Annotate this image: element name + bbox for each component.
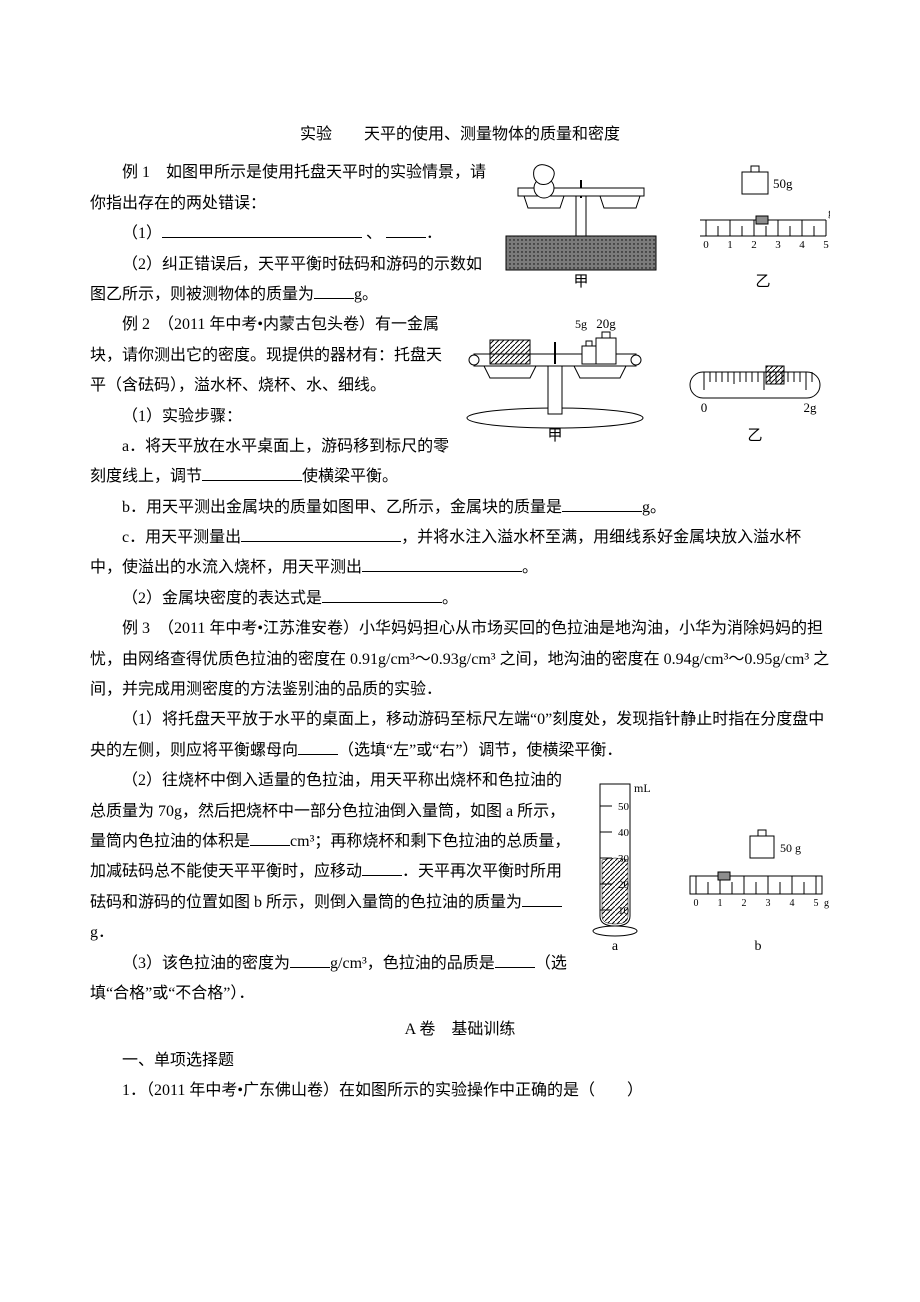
figure-ex1: 甲 50g g xyxy=(500,158,830,288)
ex2-s2b: 。 xyxy=(442,590,458,607)
fig3-30: 30 xyxy=(618,853,630,865)
fig3-t4: 4 xyxy=(790,898,795,909)
fig1-cap-yi: 乙 xyxy=(755,274,770,288)
fig-ex2-svg: 20g 5g 甲 xyxy=(460,314,830,444)
blank xyxy=(386,221,426,238)
figure-ex3: mL 50 40 30 20 10 a 50 g xyxy=(580,766,830,956)
blank xyxy=(522,890,562,907)
figure-ex2: 20g 5g 甲 xyxy=(460,314,830,444)
ex2-s2: （2）金属块密度的表达式是 。 xyxy=(90,584,830,614)
ex2-b1: b．用天平测出金属块的质量如图甲、乙所示，金属块的质量是 xyxy=(122,499,562,516)
blank xyxy=(362,859,402,876)
blank xyxy=(495,951,535,968)
fig2-cap-jia: 甲 xyxy=(547,428,562,444)
ex3-p1: （1）将托盘天平放于水平的桌面上，移动游码至标尺左端“0”刻度处，发现指针静止时… xyxy=(90,705,830,766)
ex3-lead: 例 3 （2011 年中考•江苏淮安卷）小华妈妈担心从市场买回的色拉油是地沟油，… xyxy=(90,614,830,705)
fig3-t0: 0 xyxy=(694,898,699,909)
ex3-p1b: （选填“左”或“右”）调节，使横梁平衡． xyxy=(338,742,622,759)
ex1-q1-a: （1） xyxy=(122,225,162,242)
fig3-t2: 2 xyxy=(742,898,747,909)
ex3-p2d: g． xyxy=(90,924,114,941)
fig-ex1-svg: 甲 50g g xyxy=(500,158,830,288)
q1: 1．（2011 年中考•广东佛山卷）在如图所示的实验操作中正确的是（ ） xyxy=(90,1076,830,1106)
fig2-cap-yi: 乙 xyxy=(747,428,762,444)
ex3-p3a: （3）该色拉油的密度为 xyxy=(122,955,290,972)
blank xyxy=(322,586,442,603)
blank xyxy=(314,282,354,299)
blank xyxy=(250,829,290,846)
blank xyxy=(162,221,362,238)
fig3-w50: 50 g xyxy=(780,841,801,855)
fig3-t1: 1 xyxy=(718,898,723,909)
ex2-a2: 使横梁平衡。 xyxy=(302,468,398,485)
fig1-t1: 1 xyxy=(727,239,733,251)
fig3-t5: 5 xyxy=(814,898,819,909)
ex2-c: c．用天平测量出，并将水注入溢水杯至满，用细线系好金属块放入溢水杯中，使溢出的水… xyxy=(90,523,830,584)
fig1-t5: 5 xyxy=(823,239,829,251)
fig3-cap-a: a xyxy=(612,939,619,954)
fig3-50: 50 xyxy=(618,801,630,813)
fig1-unit-g: g xyxy=(828,205,830,219)
blank xyxy=(241,525,401,542)
blank xyxy=(290,951,330,968)
fig1-t2: 2 xyxy=(751,239,757,251)
fig1-cap-jia: 甲 xyxy=(573,274,588,288)
fig1-weight: 50g xyxy=(773,176,793,191)
ex1-q2-b: g。 xyxy=(354,286,378,303)
fig2-t0: 0 xyxy=(701,400,708,415)
fig2-w20: 20g xyxy=(596,316,616,331)
fig3-20: 20 xyxy=(618,879,630,891)
fig1-t3: 3 xyxy=(775,239,781,251)
section-a-title: A 卷 基础训练 xyxy=(90,1015,830,1045)
fig3-cap-b: b xyxy=(755,939,762,954)
ex1-q1-c: ． xyxy=(426,225,442,242)
blank xyxy=(362,555,522,572)
heading-1: 一、单项选择题 xyxy=(90,1046,830,1076)
fig3-t3: 3 xyxy=(766,898,771,909)
fig2-t2: 2g xyxy=(804,400,818,415)
blank xyxy=(562,495,642,512)
ex1-q2-a: （2）纠正错误后，天平平衡时砝码和游码的示数如图乙所示，则被测物体的质量为 xyxy=(90,256,482,303)
ex1-q1-b: 、 xyxy=(366,225,382,242)
fig2-w5: 5g xyxy=(575,317,587,331)
fig3-40: 40 xyxy=(618,827,630,839)
blank xyxy=(202,464,302,481)
ex3-p3: （3）该色拉油的密度为g/cm³，色拉油的品质是（选填“合格”或“不合格”）． xyxy=(90,949,830,1010)
fig3-g: g xyxy=(824,898,829,909)
ex2-c1: c．用天平测量出 xyxy=(122,529,241,546)
fig1-t0: 0 xyxy=(703,239,709,251)
ex2-b2: g。 xyxy=(642,499,666,516)
fig3-mL: mL xyxy=(634,781,651,795)
blank xyxy=(298,738,338,755)
ex3-p3b: g/cm³，色拉油的品质是 xyxy=(330,955,495,972)
doc-title: 实验 天平的使用、测量物体的质量和密度 xyxy=(90,120,830,150)
fig-ex3-svg: mL 50 40 30 20 10 a 50 g xyxy=(580,766,830,956)
ex2-c3: 。 xyxy=(522,559,538,576)
fig1-t4: 4 xyxy=(799,239,805,251)
fig3-10: 10 xyxy=(618,905,630,917)
ex2-s2a: （2）金属块密度的表达式是 xyxy=(122,590,322,607)
ex2-b: b．用天平测出金属块的质量如图甲、乙所示，金属块的质量是 g。 xyxy=(90,493,830,523)
